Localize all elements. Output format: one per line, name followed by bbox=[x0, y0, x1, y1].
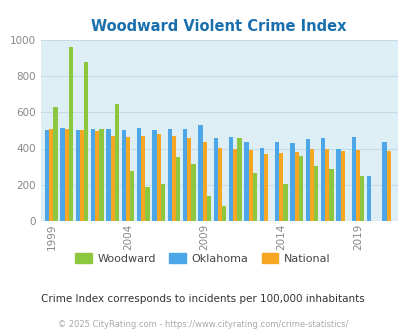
Bar bbox=[259, 148, 263, 221]
Bar bbox=[106, 129, 110, 221]
Bar bbox=[232, 149, 237, 221]
Bar bbox=[84, 62, 88, 221]
Bar bbox=[217, 148, 222, 221]
Bar bbox=[248, 150, 252, 221]
Bar bbox=[294, 152, 298, 221]
Bar bbox=[91, 129, 95, 221]
Bar bbox=[167, 129, 171, 221]
Bar bbox=[130, 171, 134, 221]
Bar bbox=[252, 173, 256, 221]
Bar bbox=[263, 154, 267, 221]
Bar bbox=[141, 136, 145, 221]
Bar bbox=[359, 176, 364, 221]
Bar bbox=[202, 142, 206, 221]
Bar bbox=[99, 129, 104, 221]
Bar bbox=[335, 148, 340, 221]
Title: Woodward Violent Crime Index: Woodward Violent Crime Index bbox=[91, 19, 346, 34]
Bar bbox=[145, 187, 149, 221]
Bar bbox=[305, 139, 309, 221]
Bar bbox=[366, 176, 370, 221]
Bar bbox=[198, 125, 202, 221]
Bar bbox=[222, 206, 226, 221]
Text: © 2025 CityRating.com - https://www.cityrating.com/crime-statistics/: © 2025 CityRating.com - https://www.city… bbox=[58, 320, 347, 329]
Bar bbox=[187, 138, 191, 221]
Bar bbox=[160, 184, 165, 221]
Bar bbox=[351, 137, 355, 221]
Bar bbox=[152, 130, 156, 221]
Bar bbox=[279, 153, 283, 221]
Bar bbox=[213, 138, 217, 221]
Bar bbox=[75, 130, 80, 221]
Bar bbox=[136, 128, 141, 221]
Bar bbox=[80, 130, 84, 221]
Bar bbox=[386, 151, 390, 221]
Bar bbox=[176, 157, 180, 221]
Bar bbox=[298, 156, 303, 221]
Bar bbox=[115, 104, 119, 221]
Bar bbox=[355, 150, 359, 221]
Bar bbox=[64, 129, 68, 221]
Text: Crime Index corresponds to incidents per 100,000 inhabitants: Crime Index corresponds to incidents per… bbox=[41, 294, 364, 304]
Bar bbox=[191, 164, 195, 221]
Bar bbox=[49, 129, 53, 221]
Bar bbox=[60, 128, 64, 221]
Bar bbox=[45, 130, 49, 221]
Bar bbox=[156, 134, 160, 221]
Bar bbox=[110, 136, 115, 221]
Bar bbox=[290, 143, 294, 221]
Bar bbox=[53, 107, 58, 221]
Bar bbox=[126, 137, 130, 221]
Bar bbox=[329, 169, 333, 221]
Bar bbox=[283, 184, 287, 221]
Bar bbox=[244, 142, 248, 221]
Bar bbox=[324, 148, 329, 221]
Bar bbox=[340, 151, 344, 221]
Legend: Woodward, Oklahoma, National: Woodward, Oklahoma, National bbox=[71, 249, 334, 268]
Bar bbox=[237, 138, 241, 221]
Bar bbox=[121, 130, 126, 221]
Bar bbox=[309, 149, 313, 221]
Bar bbox=[274, 142, 279, 221]
Bar bbox=[228, 137, 232, 221]
Bar bbox=[95, 131, 99, 221]
Bar bbox=[381, 142, 386, 221]
Bar bbox=[313, 166, 318, 221]
Bar bbox=[171, 136, 176, 221]
Bar bbox=[182, 129, 187, 221]
Bar bbox=[68, 47, 73, 221]
Bar bbox=[320, 138, 324, 221]
Bar bbox=[206, 196, 211, 221]
